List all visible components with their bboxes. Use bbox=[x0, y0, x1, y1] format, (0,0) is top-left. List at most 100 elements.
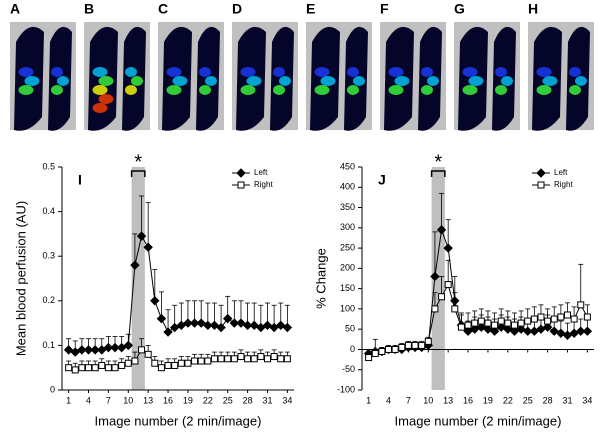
panel-label: D bbox=[232, 1, 242, 17]
perfusion-spot bbox=[92, 85, 108, 95]
panel-label: J bbox=[378, 172, 386, 188]
data-point bbox=[491, 321, 499, 329]
data-point bbox=[77, 345, 87, 355]
data-point bbox=[210, 355, 218, 363]
perfusion-spot bbox=[462, 67, 478, 77]
series-line bbox=[68, 234, 288, 353]
data-point bbox=[70, 347, 80, 357]
x-tick-label: 28 bbox=[243, 395, 253, 405]
perfusion-spot bbox=[18, 67, 34, 77]
data-point bbox=[236, 318, 246, 328]
y-tick-label: 350 bbox=[340, 202, 355, 212]
x-tick-label: 22 bbox=[503, 395, 513, 405]
perfusion-spot bbox=[536, 85, 552, 95]
x-axis-label: Image number (2 min/image) bbox=[95, 413, 262, 428]
data-point bbox=[164, 361, 172, 369]
y-axis-label: Mean blood perfusion (AU) bbox=[13, 201, 28, 356]
data-point bbox=[283, 355, 291, 363]
data-point bbox=[550, 315, 558, 323]
x-tick-label: 25 bbox=[523, 395, 533, 405]
data-point bbox=[98, 361, 106, 369]
data-point bbox=[398, 343, 406, 351]
perfusion-spot bbox=[347, 85, 359, 95]
perfusion-spot bbox=[57, 76, 69, 86]
y-tick-label: 150 bbox=[340, 283, 355, 293]
bracket bbox=[430, 170, 446, 177]
perfusion-spot bbox=[273, 85, 285, 95]
data-point bbox=[496, 322, 506, 332]
y-tick-label: 0.2 bbox=[42, 295, 55, 305]
data-point bbox=[118, 361, 126, 369]
x-tick-label: 25 bbox=[223, 395, 233, 405]
data-point bbox=[229, 318, 240, 328]
data-point bbox=[224, 355, 232, 363]
data-point bbox=[123, 340, 133, 351]
perfusion-spot bbox=[569, 67, 581, 77]
y-axis-label: % Change bbox=[313, 248, 328, 309]
perfusion-spot bbox=[421, 67, 433, 77]
data-point bbox=[150, 296, 160, 306]
data-point bbox=[542, 322, 553, 332]
x-tick-label: 10 bbox=[423, 395, 433, 405]
data-point bbox=[85, 364, 93, 372]
data-point bbox=[484, 319, 492, 327]
perfusion-spot bbox=[199, 85, 211, 95]
data-point bbox=[111, 364, 119, 372]
perfusion-spot bbox=[495, 85, 507, 95]
data-point bbox=[438, 293, 446, 301]
y-tick-label: -100 bbox=[337, 384, 355, 394]
perfusion-spot bbox=[92, 103, 108, 113]
panel-label: B bbox=[84, 1, 94, 17]
legend-label: Right bbox=[554, 180, 573, 189]
perfusion-spot bbox=[18, 85, 34, 95]
data-point bbox=[171, 361, 179, 369]
perfusion-spot bbox=[273, 67, 285, 77]
data-point bbox=[197, 357, 205, 365]
data-point bbox=[223, 313, 233, 324]
data-point bbox=[477, 317, 485, 325]
data-point bbox=[203, 320, 213, 331]
data-point bbox=[430, 271, 440, 282]
x-tick-label: 19 bbox=[483, 395, 493, 405]
data-point bbox=[497, 317, 505, 325]
perfusion-spot bbox=[536, 67, 552, 77]
data-point bbox=[249, 320, 259, 331]
perfusion-spot bbox=[98, 94, 114, 104]
data-point bbox=[262, 320, 273, 331]
x-tick-label: 4 bbox=[386, 395, 391, 405]
x-tick-label: 10 bbox=[123, 395, 133, 405]
data-point bbox=[90, 345, 100, 355]
perfusion-spot bbox=[421, 85, 433, 95]
x-tick-label: 7 bbox=[106, 395, 111, 405]
data-point bbox=[378, 347, 386, 355]
data-point bbox=[431, 305, 439, 313]
panel-label: G bbox=[454, 1, 465, 17]
panel-label: H bbox=[528, 1, 538, 17]
data-point bbox=[418, 341, 426, 349]
perfusion-spot bbox=[199, 67, 211, 77]
data-point bbox=[177, 359, 185, 367]
perfusion-spot bbox=[353, 76, 365, 86]
data-point bbox=[97, 345, 107, 355]
panel-label: I bbox=[78, 172, 82, 188]
data-point bbox=[256, 322, 266, 333]
data-point bbox=[169, 322, 180, 333]
data-point bbox=[183, 318, 193, 328]
data-point bbox=[116, 342, 127, 353]
perfusion-spot bbox=[388, 67, 404, 77]
perfusion-spot bbox=[246, 76, 262, 86]
data-point bbox=[524, 317, 532, 325]
data-point bbox=[131, 357, 139, 365]
data-point bbox=[237, 353, 245, 361]
perfusion-spot bbox=[98, 76, 114, 86]
perfusion-spot bbox=[205, 76, 217, 86]
data-point bbox=[65, 364, 73, 372]
legend-marker bbox=[536, 168, 546, 178]
data-point bbox=[143, 242, 153, 252]
data-point bbox=[276, 320, 286, 331]
bracket bbox=[130, 170, 146, 177]
data-point bbox=[217, 355, 225, 363]
y-tick-label: 50 bbox=[345, 324, 355, 334]
data-point bbox=[230, 355, 238, 363]
perfusion-spot bbox=[575, 76, 587, 86]
